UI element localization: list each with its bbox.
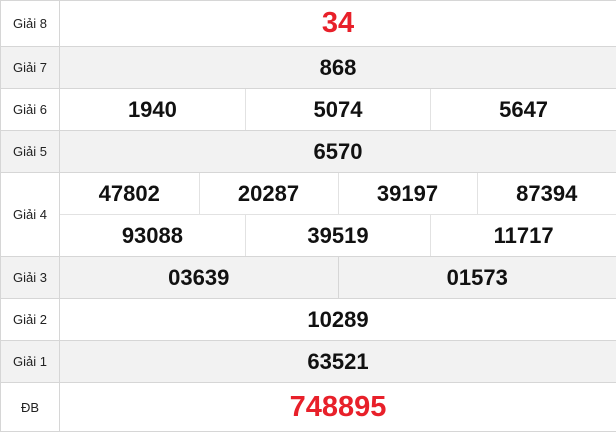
prize-row-special: ĐB 748895: [0, 382, 616, 432]
prize-row-7: Giải 7 868: [0, 46, 616, 89]
prize-numbers: 1940 5074 5647: [59, 88, 616, 131]
prize-number: 87394: [476, 173, 616, 214]
special-prize-number: 748895: [59, 382, 616, 432]
prize-number: 34: [59, 0, 616, 47]
prize-number: 03639: [60, 257, 338, 298]
prize-number: 10289: [59, 298, 616, 341]
prize-label: Giải 7: [0, 46, 60, 89]
prize-row-1: Giải 1 63521: [0, 340, 616, 383]
prize-number: 63521: [59, 340, 616, 383]
prize-row-5: Giải 5 6570: [0, 130, 616, 173]
prize-number: 5074: [244, 89, 431, 130]
prize-row-3: Giải 3 03639 01573: [0, 256, 616, 299]
prize-number: 6570: [59, 130, 616, 173]
prize-label: Giải 3: [0, 256, 60, 299]
prize-numbers: 03639 01573: [59, 256, 616, 299]
prize-label: Giải 6: [0, 88, 60, 131]
prize-row-8: Giải 8 34: [0, 0, 616, 47]
prize-row-4: Giải 4 47802 20287 39197 87394 93088 395…: [0, 172, 616, 257]
prize-label: Giải 1: [0, 340, 60, 383]
prize-number: 39197: [337, 173, 477, 214]
prize-number: 11717: [430, 214, 616, 256]
prize-label: Giải 2: [0, 298, 60, 341]
prize-row-6: Giải 6 1940 5074 5647: [0, 88, 616, 131]
prize-numbers: 47802 20287 39197 87394 93088 39519 1171…: [59, 172, 616, 257]
prize-number: 1940: [127, 96, 177, 122]
prize-label: Giải 8: [0, 0, 60, 47]
prize-number: 01573: [337, 257, 616, 298]
prize-number: 20287: [198, 173, 338, 214]
prize-label: ĐB: [0, 382, 60, 432]
prize-number: 47802: [98, 180, 160, 206]
prize-number: 5647: [430, 89, 616, 130]
prize-label: Giải 5: [0, 130, 60, 173]
prize-number: 868: [59, 46, 616, 89]
prize-row-2: Giải 2 10289: [0, 298, 616, 341]
prize-number: 39519: [244, 214, 431, 256]
prize-label: Giải 4: [0, 172, 60, 257]
prize-number: 93088: [121, 222, 183, 248]
